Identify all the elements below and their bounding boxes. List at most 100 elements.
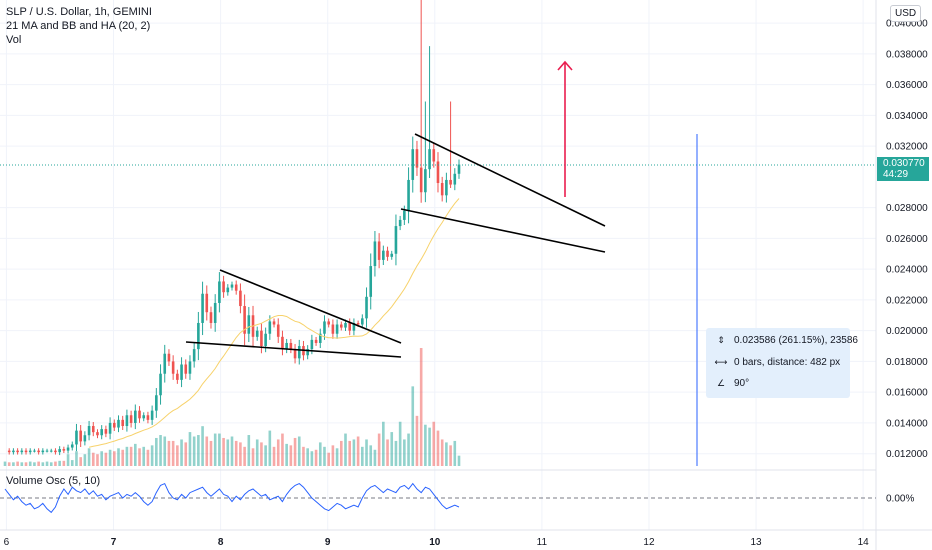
measure-bars-distance: 0 bars, distance: 482 px	[734, 357, 841, 368]
volume-bar	[45, 461, 49, 466]
volume-bar	[251, 448, 255, 466]
volume-bar	[369, 445, 373, 466]
volume-bar	[264, 445, 267, 466]
price-tick-label: 0.034000	[886, 111, 928, 122]
volume-bar	[79, 457, 82, 466]
time-tick-label: 9	[325, 537, 331, 548]
candle-body	[411, 149, 415, 180]
chart-drawings	[185, 60, 698, 466]
candle-body	[159, 373, 162, 396]
candle-body	[327, 321, 330, 325]
candle-body	[394, 226, 398, 254]
volume-legend[interactable]: Vol	[6, 34, 22, 46]
indicator-legend[interactable]: 21 MA and BB and HA (20, 2)	[6, 20, 151, 32]
volume-bar	[403, 439, 406, 466]
oscillator-tick-label: 0.00%	[886, 494, 914, 505]
price-tick-label: 0.026000	[886, 234, 928, 245]
candle-body	[293, 349, 297, 359]
candle-body	[213, 302, 217, 323]
price-tick-label: 0.038000	[886, 49, 928, 60]
price-tick-label: 0.012000	[886, 449, 928, 460]
candle-body	[398, 219, 402, 227]
candle-body	[361, 318, 364, 325]
volume-bar	[356, 436, 360, 466]
volume-bar	[281, 433, 284, 466]
volume-bar	[327, 452, 330, 466]
volume-bar	[382, 421, 385, 466]
volume-bar	[150, 445, 154, 466]
volume-bar	[180, 439, 183, 466]
volume-bar	[129, 446, 133, 466]
candle-body	[226, 287, 230, 293]
candle-body	[62, 449, 66, 451]
volume-bar	[449, 445, 452, 466]
volume-bar	[335, 448, 339, 466]
price-tick-label: 0.036000	[886, 80, 928, 91]
time-tick-label: 11	[537, 537, 548, 548]
volume-bar	[377, 433, 381, 466]
candle-body	[142, 415, 146, 419]
volume-bar	[117, 448, 120, 466]
candle-body	[306, 349, 309, 356]
measure-distance-row: ⟷ 0 bars, distance: 482 px	[714, 357, 841, 368]
candle-body	[335, 324, 339, 334]
volume-bar	[96, 454, 99, 466]
price-tick-label: 0.014000	[886, 418, 928, 429]
volume-bar	[163, 436, 167, 466]
candle-body	[37, 450, 40, 453]
candle-body	[28, 450, 32, 453]
volume-bar	[12, 462, 15, 466]
volume-bar	[188, 432, 192, 466]
time-tick-label: 7	[111, 537, 117, 548]
current-price-label: 0.030770 44:29	[877, 157, 929, 181]
candle-body	[272, 321, 276, 325]
candle-body	[407, 179, 410, 211]
time-axis[interactable]: 6 7 8 9 10 11 12 13 14	[4, 537, 870, 548]
candlesticks	[7, 0, 461, 456]
measure-price-change: 0.023586 (261.15%), 23586	[734, 335, 858, 346]
volume-bar	[171, 440, 175, 466]
candle-body	[150, 410, 154, 420]
candle-body	[129, 415, 133, 423]
candle-body	[234, 284, 238, 291]
candle-body	[75, 430, 78, 445]
oscillator-legend[interactable]: Volume Osc (5, 10)	[6, 475, 101, 487]
candle-body	[24, 450, 28, 453]
volume-bar	[33, 462, 36, 466]
candle-body	[66, 447, 70, 451]
price-tick-label: 0.018000	[886, 357, 928, 368]
candle-body	[104, 429, 108, 434]
candle-body	[453, 173, 457, 185]
measure-info-box: ⇕ 0.023586 (261.15%), 23586 ⟷ 0 bars, di…	[706, 328, 858, 398]
candle-body	[201, 293, 204, 323]
candle-body	[424, 169, 427, 193]
candle-body	[415, 149, 419, 168]
volume-bar	[331, 445, 335, 466]
candle-body	[171, 361, 175, 374]
volume-bar	[247, 435, 251, 466]
candle-body	[58, 449, 61, 453]
volume-bar	[70, 460, 74, 466]
triangle-upper-trendline-1	[219, 269, 402, 344]
price-axis[interactable]: 0.040000 0.038000 0.036000 0.034000 0.032000…	[886, 19, 928, 461]
candle-body	[222, 281, 225, 293]
candle-body	[339, 324, 343, 328]
candle-body	[268, 321, 272, 334]
candle-body	[117, 419, 120, 428]
volume-bar	[28, 461, 32, 466]
symbol-legend[interactable]: SLP / U.S. Dollar, 1h, GEMINI	[6, 6, 152, 18]
volume-bar	[255, 439, 259, 466]
candle-body	[264, 333, 267, 347]
candle-body	[41, 450, 45, 453]
currency-badge[interactable]: USD	[890, 5, 922, 22]
volume-bar	[243, 446, 246, 466]
volume-bar	[407, 433, 410, 466]
candle-body	[146, 415, 150, 420]
volume-bar	[314, 449, 318, 466]
volume-bar	[20, 462, 24, 466]
volume-bar	[239, 442, 242, 466]
candle-body	[318, 333, 322, 343]
moving-average-line	[88, 198, 460, 448]
candle-body	[180, 364, 183, 380]
